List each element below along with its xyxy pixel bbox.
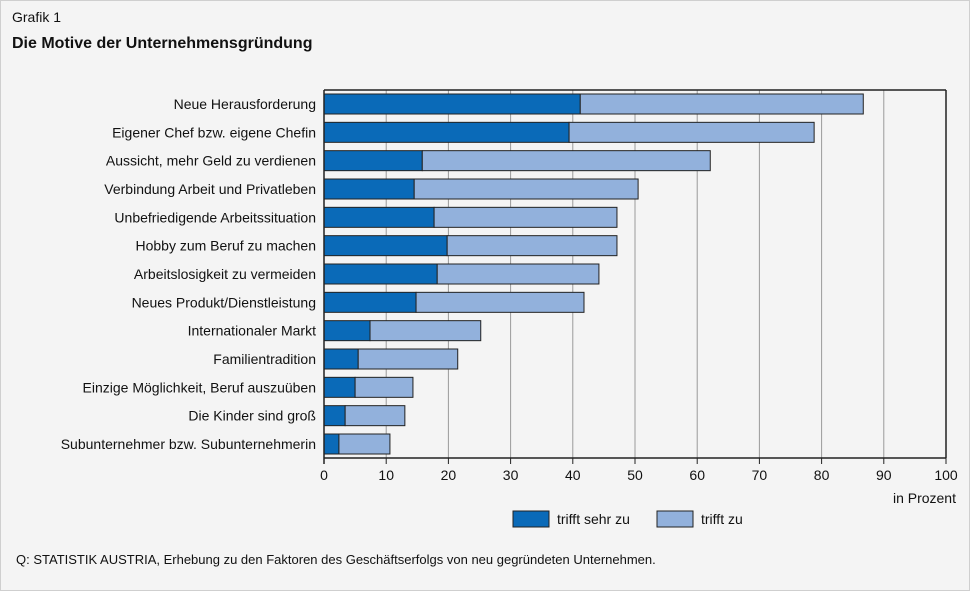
legend-label: trifft zu [701,511,743,527]
x-tick-label: 20 [441,467,457,483]
x-tick-label: 70 [752,467,768,483]
bar-trifft-sehr-zu [323,235,448,257]
legend-swatch [512,510,550,528]
bar-trifft-zu [421,150,711,172]
category-label: Familientradition [213,351,316,367]
category-label: Einzige Möglichkeit, Beruf auszuüben [83,379,316,395]
bar-trifft-zu [413,178,639,200]
category-label: Subunternehmer bzw. Subunternehmerin [61,436,316,452]
bar-trifft-zu [415,291,585,313]
chart-title: Die Motive der Unternehmensgründung [12,35,313,52]
source-note: Q: STATISTIK AUSTRIA, Erhebung zu den Fa… [16,552,656,567]
bar-trifft-sehr-zu [323,376,356,398]
category-label: Aussicht, mehr Geld zu verdienen [106,153,316,169]
category-label: Neues Produkt/Dienstleistung [132,294,316,310]
bar-trifft-sehr-zu [323,348,359,370]
category-label: Internationaler Markt [188,323,317,339]
x-tick-label: 100 [934,467,958,483]
category-label: Neue Herausforderung [174,96,316,112]
bar-trifft-zu [436,263,600,285]
x-tick-label: 90 [876,467,892,483]
figure-label: Grafik 1 [12,9,62,25]
bar-trifft-zu [338,433,391,455]
bar-trifft-zu [579,93,864,115]
bar-trifft-zu [446,235,618,257]
bar-trifft-sehr-zu [323,206,435,228]
category-label: Hobby zum Beruf zu machen [135,238,316,254]
x-tick-label: 80 [814,467,830,483]
legend-label: trifft sehr zu [557,511,630,527]
bar-trifft-zu [433,206,618,228]
x-tick-label: 60 [689,467,705,483]
category-label: Die Kinder sind groß [188,408,316,424]
x-tick-label: 50 [627,467,643,483]
x-tick-label: 40 [565,467,581,483]
category-label: Unbefriedigende Arbeitssituation [114,209,316,225]
x-axis-label: in Prozent [893,490,956,506]
bar-trifft-zu [568,121,815,143]
bar-trifft-zu [354,376,414,398]
bar-trifft-sehr-zu [323,320,371,342]
x-tick-label: 10 [378,467,394,483]
bar-trifft-zu [357,348,459,370]
category-label: Verbindung Arbeit und Privatleben [104,181,316,197]
bar-trifft-sehr-zu [323,178,415,200]
legend-swatch [656,510,694,528]
bar-trifft-sehr-zu [323,405,346,427]
bar-trifft-sehr-zu [323,93,581,115]
bar-trifft-sehr-zu [323,291,417,313]
category-label: Arbeitslosigkeit zu vermeiden [134,266,316,282]
x-tick-label: 30 [503,467,519,483]
bar-trifft-zu [369,320,482,342]
x-tick-label: 0 [320,467,328,483]
category-label: Eigener Chef bzw. eigene Chefin [112,124,316,140]
bar-trifft-sehr-zu [323,150,423,172]
bar-trifft-sehr-zu [323,263,438,285]
bar-trifft-sehr-zu [323,121,570,143]
bar-trifft-zu [344,405,406,427]
bar-trifft-sehr-zu [323,433,340,455]
